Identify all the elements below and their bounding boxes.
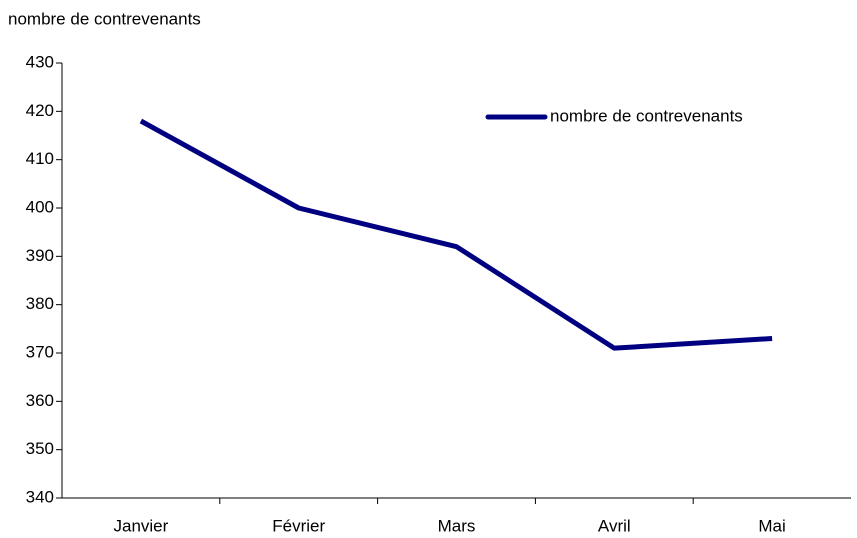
x-tick-label: Mai — [758, 516, 785, 535]
y-tick-label: 350 — [26, 439, 54, 458]
x-tick-label: Janvier — [113, 516, 168, 535]
y-tick-label: 420 — [26, 101, 54, 120]
x-tick-label: Mars — [438, 516, 476, 535]
y-tick-label: 410 — [26, 149, 54, 168]
y-tick-label: 400 — [26, 197, 54, 216]
y-tick-label: 380 — [26, 294, 54, 313]
legend-label: nombre de contrevenants — [550, 106, 743, 125]
x-tick-label: Avril — [598, 516, 631, 535]
y-axis-title: nombre de contrevenants — [8, 9, 201, 28]
y-tick-label: 370 — [26, 342, 54, 361]
y-tick-label: 390 — [26, 246, 54, 265]
x-tick-label: Février — [272, 516, 325, 535]
data-line — [139, 118, 773, 351]
y-tick-label: 360 — [26, 391, 54, 410]
y-tick-label: 340 — [26, 487, 54, 506]
y-tick-label: 430 — [26, 52, 54, 71]
